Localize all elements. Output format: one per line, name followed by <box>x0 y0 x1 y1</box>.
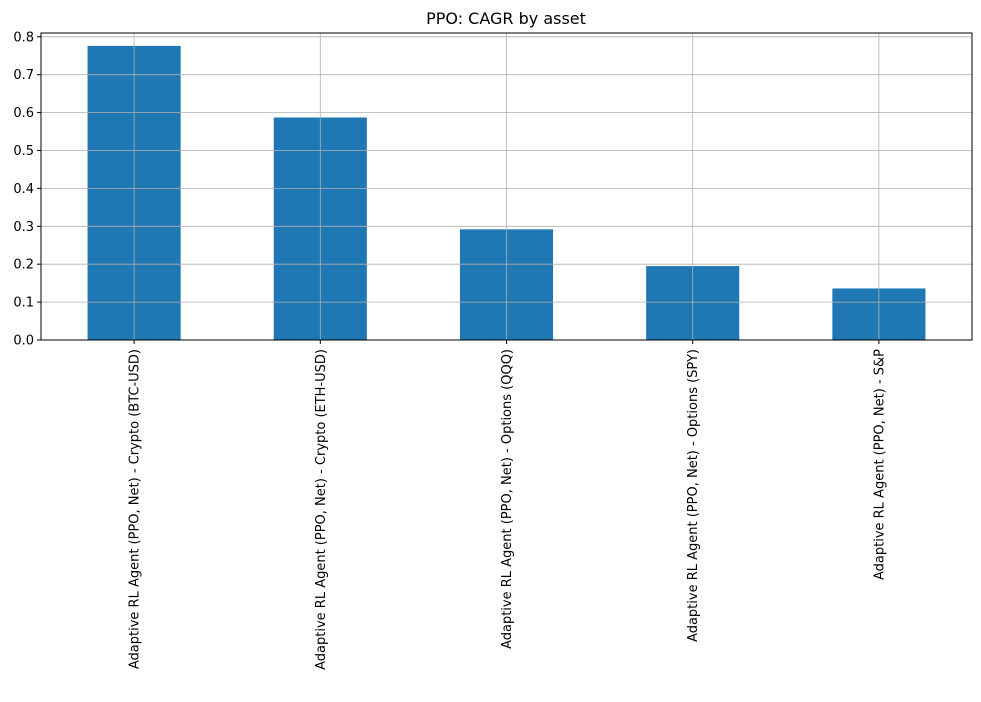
x-tick-label: Adaptive RL Agent (PPO, Net) - Options (… <box>686 349 701 642</box>
y-tick-label: 0.3 <box>13 220 34 235</box>
y-tick-label: 0.0 <box>13 334 34 349</box>
y-tick-label: 0.4 <box>13 182 34 197</box>
x-tick-label: Adaptive RL Agent (PPO, Net) - Options (… <box>500 349 515 649</box>
y-tick-label: 0.8 <box>13 30 34 45</box>
x-tick-label: Adaptive RL Agent (PPO, Net) - Crypto (E… <box>314 349 329 670</box>
y-tick-label: 0.2 <box>13 258 34 273</box>
y-tick-label: 0.7 <box>13 68 34 83</box>
y-tick-label: 0.1 <box>13 296 34 311</box>
x-tick-label: Adaptive RL Agent (PPO, Net) - Crypto (B… <box>128 349 143 669</box>
axes-layer: 0.0 0.1 0.2 0.3 0.4 0.5 0.6 0.7 0.8 Adaptive RL A… <box>13 30 973 670</box>
axes-frame <box>40 32 973 341</box>
y-tick-label: 0.5 <box>13 144 34 159</box>
chart-title: PPO: CAGR by asset <box>426 9 586 28</box>
y-tick-label: 0.6 <box>13 106 34 121</box>
x-tick-label: Adaptive RL Agent (PPO, Net) - S&P <box>872 349 887 580</box>
